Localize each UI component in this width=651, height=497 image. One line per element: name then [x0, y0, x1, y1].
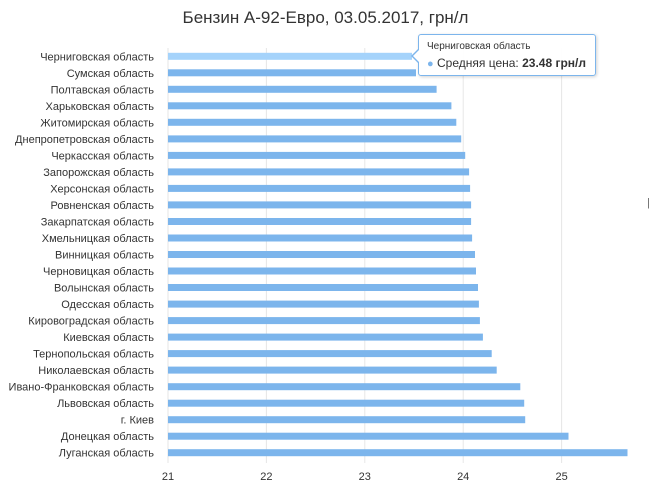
series-dot-icon: ● [427, 58, 434, 70]
category-label: Киевская область [63, 332, 154, 344]
bar[interactable] [168, 267, 476, 275]
chart-title: Бензин А-92-Евро, 03.05.2017, грн/л [182, 8, 469, 27]
category-label: Днепропетровская область [15, 134, 154, 146]
category-label: Луганская область [59, 448, 154, 460]
bar[interactable] [168, 383, 521, 391]
x-axis-tick-labels: 21 22 23 24 25 [162, 471, 568, 483]
bar[interactable] [168, 416, 526, 424]
bar[interactable] [168, 85, 437, 93]
tooltip-line: ● Средняя цена: 23.48 грн/л [427, 55, 587, 72]
bar[interactable] [168, 366, 497, 374]
category-label: Львовская область [57, 398, 154, 410]
bar[interactable] [168, 333, 483, 341]
category-label: Запорожская область [43, 167, 154, 179]
bar[interactable] [168, 201, 472, 209]
category-label: Тернопольская область [33, 349, 154, 361]
category-label: Полтавская область [51, 84, 155, 96]
x-tick-label: 23 [359, 471, 371, 483]
bar[interactable] [168, 151, 466, 159]
bar[interactable] [168, 168, 470, 176]
category-label: Черниговская область [40, 51, 154, 63]
category-labels: Черниговская область Сумская область Полта… [9, 51, 155, 459]
category-label: Черновицкая область [43, 266, 154, 278]
bar[interactable] [168, 69, 416, 77]
x-tick-label: 21 [162, 471, 174, 483]
tooltip-header: Черниговская область [427, 41, 531, 52]
bar[interactable] [168, 350, 492, 358]
bar[interactable] [168, 234, 473, 242]
category-label: Ровненская область [51, 200, 155, 212]
category-label: Черкасская область [51, 150, 154, 162]
category-label: Винницкая область [55, 250, 154, 262]
bar[interactable] [168, 399, 525, 407]
category-label: Донецкая область [61, 431, 154, 443]
x-tick-label: 24 [457, 471, 469, 483]
category-label: Ивано-Франковская область [9, 382, 155, 394]
category-label: Кировоградская область [28, 316, 154, 328]
bar[interactable] [168, 184, 471, 192]
tooltip-value: 23.48 грн/л [522, 56, 587, 70]
bar[interactable] [168, 52, 412, 60]
bar[interactable] [168, 118, 457, 126]
x-tick-label: 22 [260, 471, 272, 483]
bar[interactable] [168, 449, 628, 457]
category-label: Закарпатская область [41, 217, 154, 229]
bar[interactable] [168, 432, 569, 440]
category-label: Сумская область [67, 68, 155, 80]
bar[interactable] [168, 317, 480, 325]
bars [168, 52, 628, 457]
bar[interactable] [168, 300, 479, 308]
tooltip-series-label: Средняя цена: [437, 56, 519, 70]
x-tick-label: 25 [555, 471, 567, 483]
bar[interactable] [168, 102, 452, 110]
category-label: Волынская область [54, 283, 154, 295]
bar[interactable] [168, 284, 478, 291]
category-label: Харьковская область [46, 101, 155, 113]
edge-mark: | [647, 197, 650, 209]
category-label: Херсонская область [50, 183, 154, 195]
category-label: Одесская область [61, 299, 154, 311]
category-label: г. Киев [121, 415, 154, 427]
bar[interactable] [168, 251, 475, 258]
category-label: Житомирская область [40, 117, 154, 129]
category-label: Николаевская область [38, 365, 154, 377]
category-label: Хмельницкая область [42, 233, 155, 245]
bar[interactable] [168, 135, 462, 143]
bar[interactable] [168, 218, 472, 225]
tooltip: Черниговская область ● Средняя цена: 23.… [411, 34, 596, 76]
